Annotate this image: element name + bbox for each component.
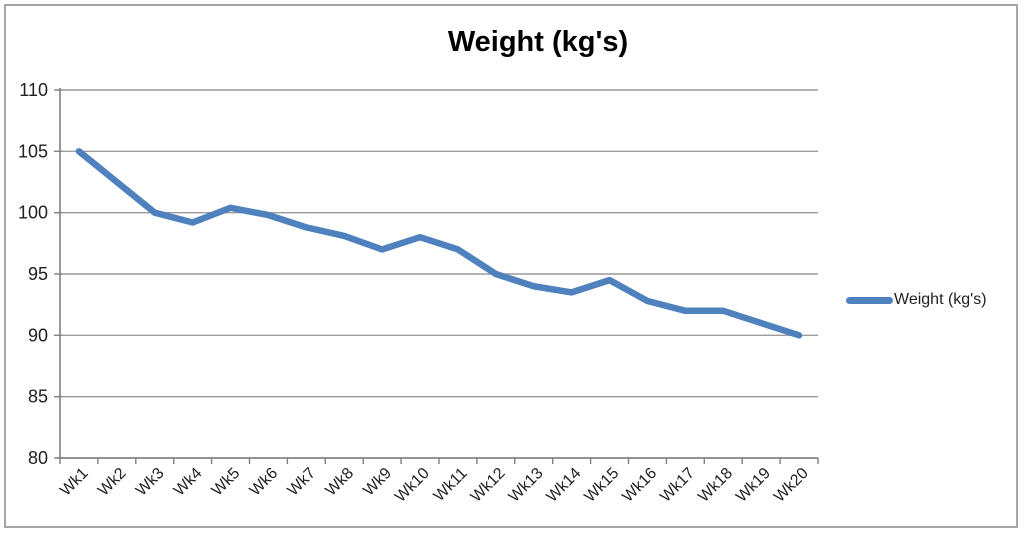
chart-title: Weight (kg's) <box>447 26 629 58</box>
chart-frame <box>4 4 1018 528</box>
x-tick-label: Wk18 <box>695 465 736 506</box>
x-tick-label: Wk1 <box>57 465 92 500</box>
x-tick-label: Wk19 <box>733 465 774 506</box>
y-tick-label: 100 <box>18 203 48 223</box>
legend-line-marker <box>846 296 893 304</box>
y-tick-label: 110 <box>19 80 48 100</box>
y-tick-label: 105 <box>18 141 48 161</box>
x-tick-label: Wk7 <box>285 465 320 500</box>
x-tick-label: Wk15 <box>581 465 622 506</box>
x-tick-label: Wk14 <box>544 465 585 506</box>
x-tick-label: Wk6 <box>247 465 282 500</box>
y-tick-label: 90 <box>28 325 48 345</box>
x-tick-label: Wk8 <box>322 465 357 500</box>
x-tick-label: Wk11 <box>431 465 471 505</box>
x-tick-label: Wk5 <box>209 465 244 500</box>
x-tick-label: Wk4 <box>171 465 206 500</box>
x-tick-label: Wk16 <box>619 465 660 506</box>
x-tick-label: Wk12 <box>468 465 509 506</box>
x-tick-label: Wk2 <box>95 465 130 500</box>
x-tick-label: Wk17 <box>657 465 698 506</box>
y-tick-label: 80 <box>28 448 48 468</box>
y-tick-label: 95 <box>28 264 48 284</box>
weight-series-line <box>75 148 803 339</box>
legend-label: Weight (kg's) <box>894 291 987 308</box>
x-tick-label: Wk10 <box>392 465 433 506</box>
x-tick-label: Wk13 <box>506 465 547 506</box>
x-tick-label: Wk3 <box>133 465 168 500</box>
x-tick-label: Wk20 <box>771 465 812 506</box>
y-tick-label: 85 <box>28 387 48 407</box>
legend: Weight (kg's) <box>846 290 987 310</box>
x-tick-label: Wk9 <box>360 465 395 500</box>
